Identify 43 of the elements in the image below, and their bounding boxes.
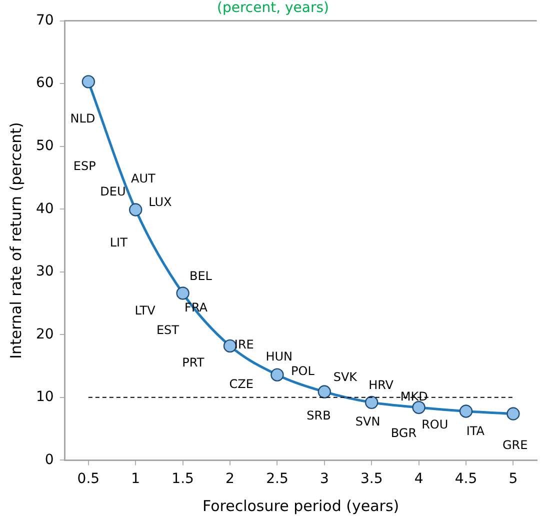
annotation: LUX (148, 194, 172, 209)
x-tick-label: 5 (508, 471, 518, 488)
annotation: EST (156, 323, 180, 338)
annotation: ROU (422, 418, 448, 432)
y-tick-label: 10 (36, 389, 54, 406)
annotation: SRB (306, 408, 331, 422)
annotation: LTV (134, 303, 156, 318)
annotation: MKD (400, 389, 428, 404)
y-tick-label: 60 (36, 75, 54, 92)
y-tick-label: 40 (36, 200, 54, 217)
x-tick-label: 0.5 (77, 471, 100, 488)
x-axis-title: Foreclosure period (years) (202, 496, 400, 515)
y-tick-label: 30 (36, 264, 54, 280)
annotation: ITA (466, 424, 486, 438)
annotation: LIT (110, 236, 128, 250)
annotation: POL (291, 364, 315, 378)
x-tick-label: 2.5 (266, 471, 288, 488)
annotation: GRE (502, 438, 528, 452)
annotation: HUN (266, 350, 292, 364)
annotation: BGR (390, 426, 417, 440)
x-tick-label: 1.5 (172, 471, 194, 488)
x-tick-label: 1 (131, 471, 140, 488)
annotation: HRV (368, 378, 394, 392)
annotation: ESP (73, 159, 96, 174)
annotation: NLD (70, 111, 96, 126)
x-tick-label: 4 (414, 471, 424, 488)
y-tick-label: 0 (44, 452, 54, 468)
annotation: BEL (189, 269, 212, 284)
x-tick-label: 4.5 (454, 471, 478, 488)
y-tick-label: 70 (36, 12, 54, 28)
x-tick-label: 3.5 (360, 471, 383, 488)
y-tick-label: 20 (36, 326, 54, 342)
annotation: SVK (333, 370, 358, 384)
annotation: CZE (229, 377, 254, 392)
annotation: AUT (131, 172, 156, 186)
annotation: DEU (100, 184, 126, 199)
y-tick-label: 50 (36, 138, 54, 154)
x-tick-label: 3 (320, 471, 329, 488)
annotation: PRT (182, 356, 205, 370)
annotation: SVN (355, 414, 380, 429)
y-axis-title: Internal rate of return (percent) (6, 122, 25, 359)
x-tick-label: 2 (226, 471, 234, 488)
chart-title: (percent, years) (217, 0, 329, 16)
